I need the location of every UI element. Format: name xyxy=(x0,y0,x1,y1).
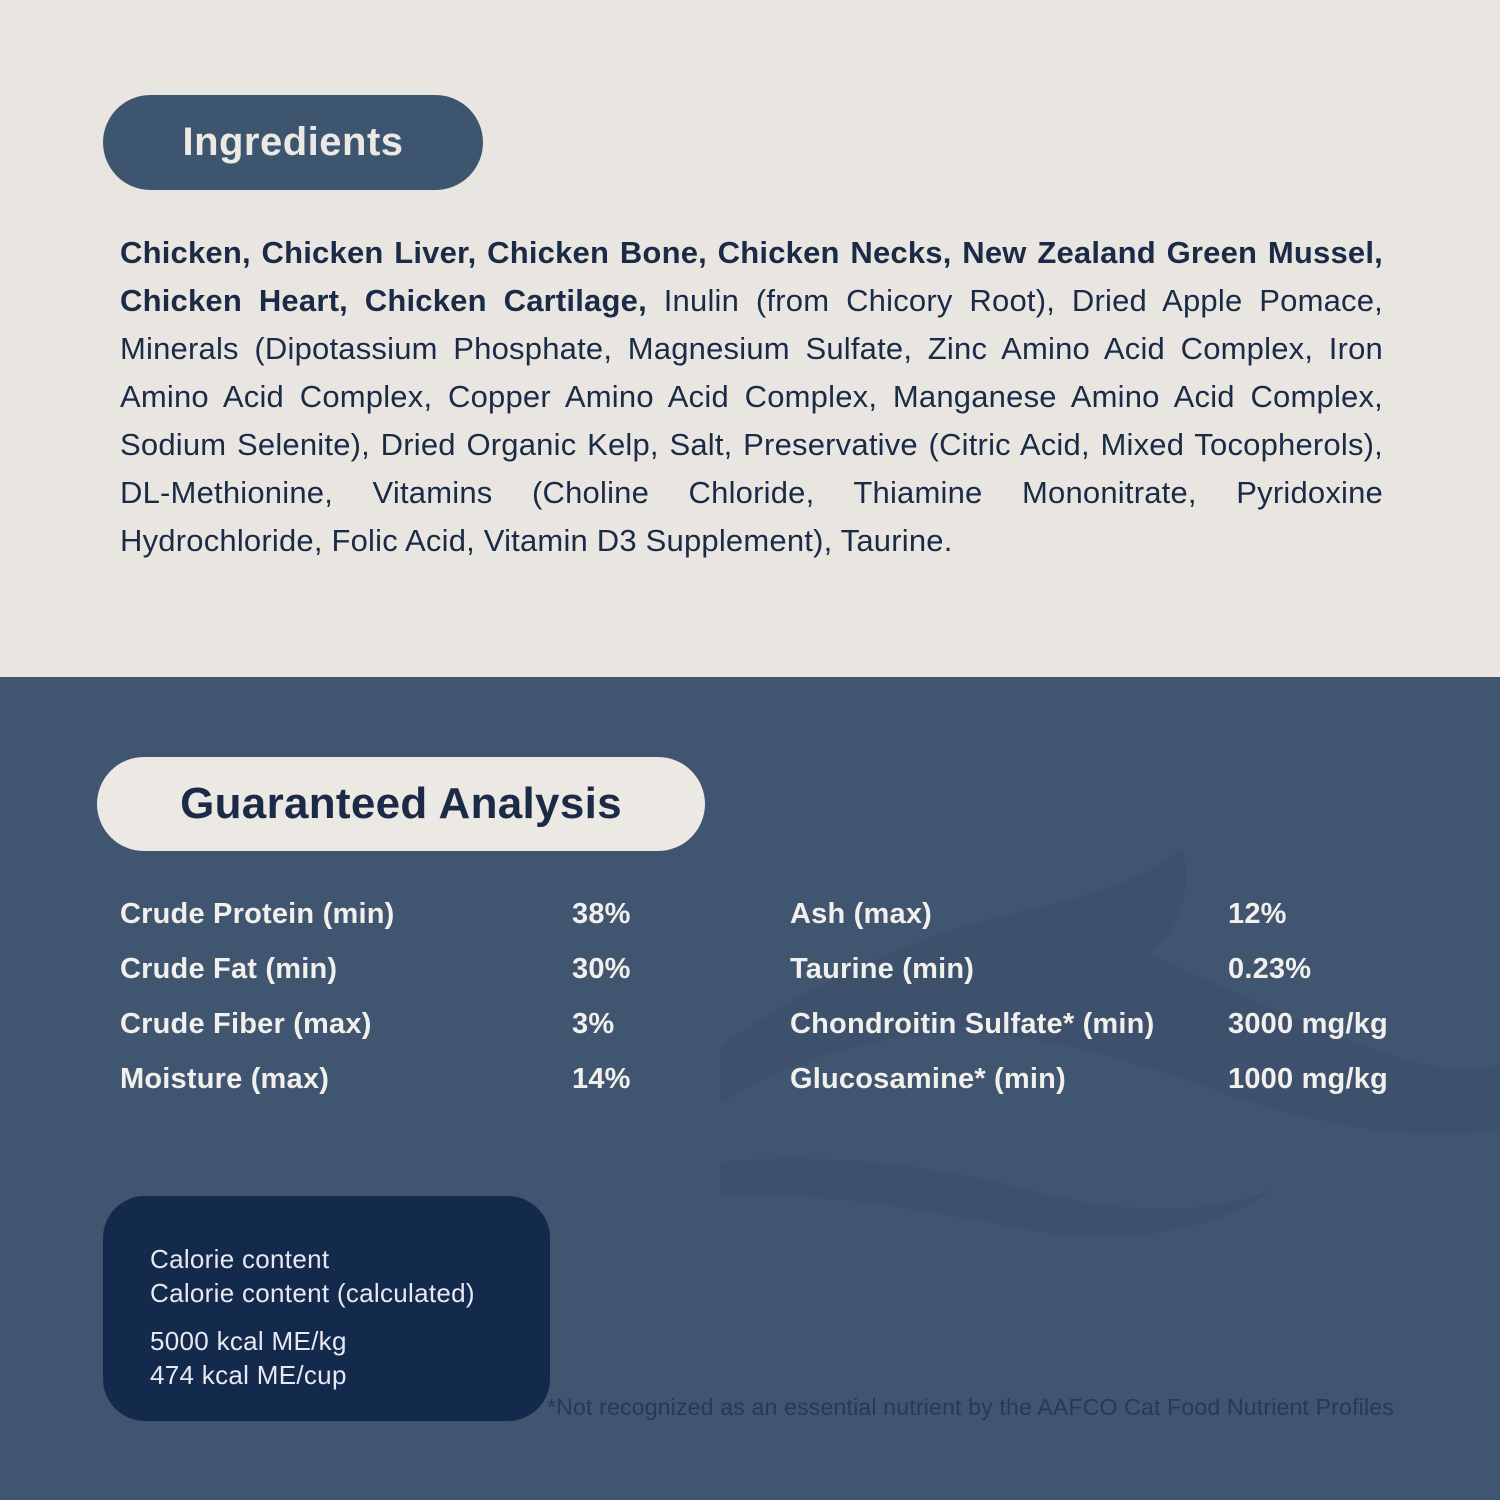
nutrient-label: Moisture (max) xyxy=(120,1063,330,1095)
nutrient-label: Taurine (min) xyxy=(790,953,975,985)
calorie-title-line: Calorie content xyxy=(150,1244,330,1274)
calorie-value-per-cup: 474 kcal ME/cup xyxy=(150,1360,347,1390)
nutrient-value: 1000 mg/kg xyxy=(1228,1063,1388,1095)
nutrient-value: 3000 mg/kg xyxy=(1228,1008,1388,1040)
ingredients-heading-pill: Ingredients xyxy=(103,95,483,190)
analysis-row-crude-protein: Crude Protein (min) 38% xyxy=(120,887,631,942)
calorie-title-line-calculated: Calorie content (calculated) xyxy=(150,1278,475,1308)
analysis-row-moisture: Moisture (max) 14% xyxy=(120,1052,631,1107)
calorie-values: 5000 kcal ME/kg 474 kcal ME/cup xyxy=(150,1324,550,1392)
nutrient-value: 3% xyxy=(572,1008,615,1040)
ingredients-secondary-list: Inulin (from Chicory Root), Dried Apple … xyxy=(120,283,1383,558)
analysis-heading: Guaranteed Analysis xyxy=(180,779,622,828)
ingredients-heading: Ingredients xyxy=(182,120,404,164)
calorie-value-per-kg: 5000 kcal ME/kg xyxy=(150,1326,347,1356)
analysis-heading-pill: Guaranteed Analysis xyxy=(97,757,705,851)
nutrient-label: Crude Fat (min) xyxy=(120,953,338,985)
analysis-table-left: Crude Protein (min) 38% Crude Fat (min) … xyxy=(120,887,631,1107)
nutrient-value: 14% xyxy=(572,1063,631,1095)
wave-swoosh-watermark-icon xyxy=(720,847,1500,1237)
guaranteed-analysis-section: Guaranteed Analysis Crude Protein (min) … xyxy=(0,677,1500,1500)
analysis-table-right: Ash (max) 12% Taurine (min) 0.23% Chondr… xyxy=(790,887,1388,1107)
ingredients-primary-list: Chicken, Chicken Liver, Chicken Bone, Ch… xyxy=(120,235,1383,318)
nutrient-value: 12% xyxy=(1228,898,1287,930)
nutrient-label: Chondroitin Sulfate* (min) xyxy=(790,1008,1155,1040)
calorie-content-box: Calorie content Calorie content (calcula… xyxy=(103,1196,550,1421)
ingredients-section: Ingredients Chicken, Chicken Liver, Chic… xyxy=(0,0,1500,677)
nutrient-label: Crude Fiber (max) xyxy=(120,1008,372,1040)
analysis-row-chondroitin: Chondroitin Sulfate* (min) 3000 mg/kg xyxy=(790,997,1388,1052)
analysis-row-crude-fiber: Crude Fiber (max) 3% xyxy=(120,997,631,1052)
nutrient-value: 30% xyxy=(572,953,631,985)
analysis-row-glucosamine: Glucosamine* (min) 1000 mg/kg xyxy=(790,1052,1388,1107)
aafco-footnote: *Not recognized as an essential nutrient… xyxy=(547,1394,1394,1420)
nutrient-label: Ash (max) xyxy=(790,898,932,930)
nutrient-label: Crude Protein (min) xyxy=(120,898,395,930)
nutrient-value: 0.23% xyxy=(1228,953,1312,985)
nutrient-value: 38% xyxy=(572,898,631,930)
analysis-row-ash: Ash (max) 12% xyxy=(790,887,1388,942)
analysis-row-crude-fat: Crude Fat (min) 30% xyxy=(120,942,631,997)
ingredients-paragraph: Chicken, Chicken Liver, Chicken Bone, Ch… xyxy=(120,229,1383,565)
nutrient-label: Glucosamine* (min) xyxy=(790,1063,1066,1095)
calorie-titles: Calorie content Calorie content (calcula… xyxy=(150,1242,550,1310)
analysis-row-taurine: Taurine (min) 0.23% xyxy=(790,942,1388,997)
